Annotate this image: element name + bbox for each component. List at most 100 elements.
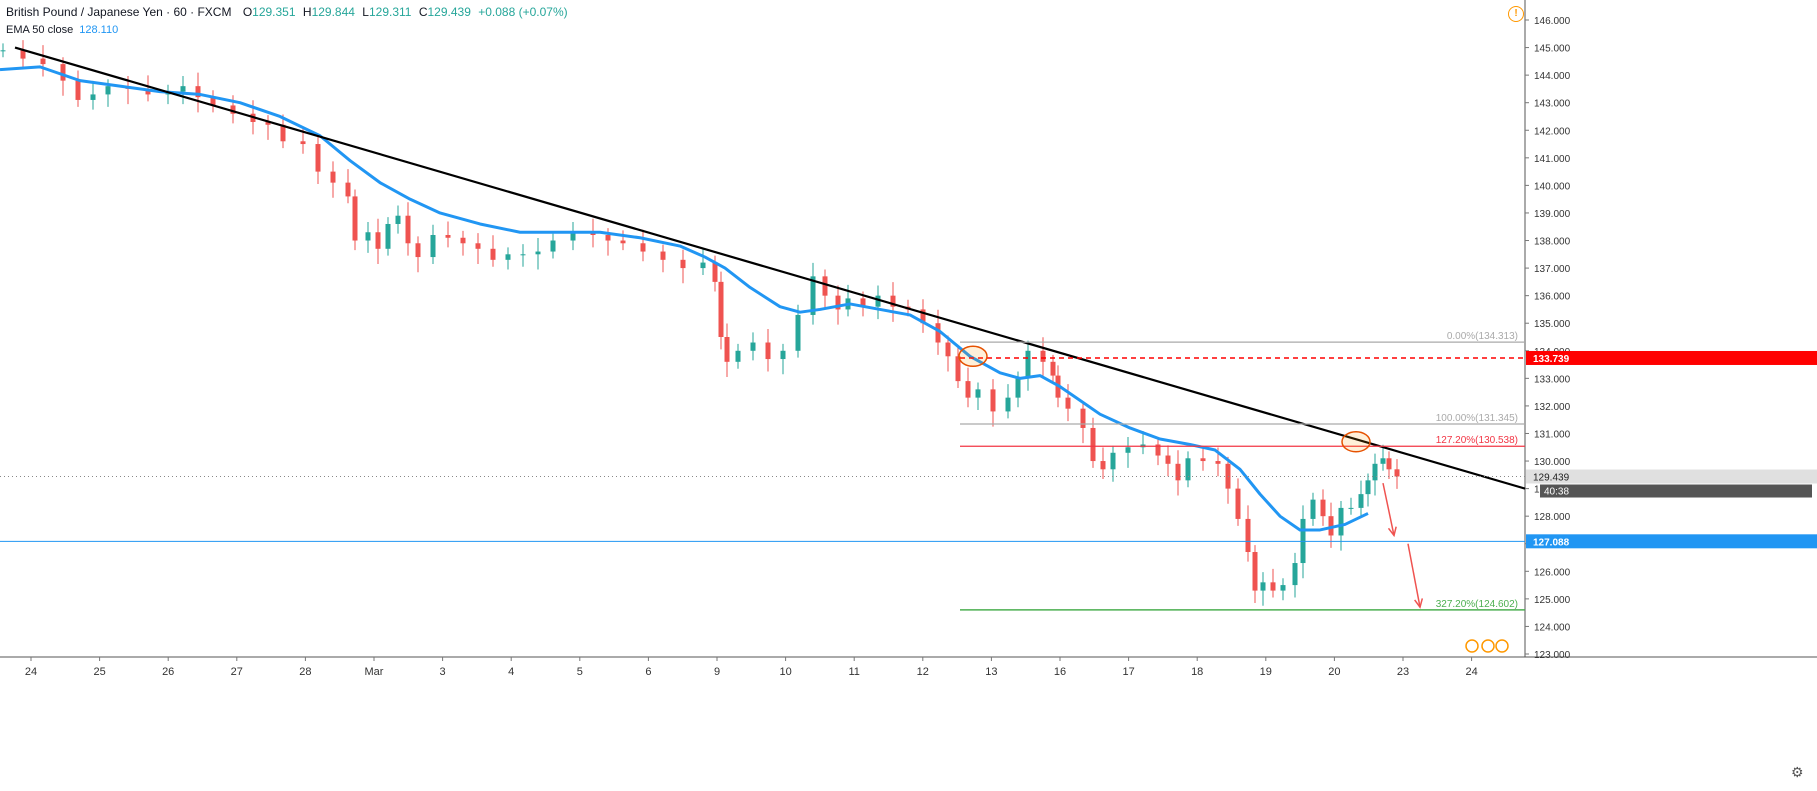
candle-body — [1050, 361, 1056, 376]
candle-body — [1100, 461, 1106, 470]
y-tick-label: 143.000 — [1534, 99, 1571, 110]
candle-body — [875, 295, 881, 307]
candle-body — [965, 381, 971, 398]
candle-body — [605, 235, 611, 241]
indicator-legend[interactable]: EMA 50 close 128.110 — [6, 24, 118, 36]
candle-body — [280, 124, 286, 142]
downtrend-line — [14, 46, 1526, 490]
y-tick-label: 137.000 — [1534, 264, 1571, 275]
candle-body — [735, 350, 741, 362]
candle-body — [395, 215, 401, 224]
candle-body — [0, 50, 6, 52]
gear-icon[interactable]: ⚙ — [1791, 764, 1804, 780]
candle-body — [180, 86, 186, 92]
ema-line — [0, 65, 1369, 532]
candle-body — [1025, 350, 1031, 379]
candle-body — [20, 50, 26, 59]
last-price-label: 129.439 — [1533, 473, 1570, 484]
candle-body — [90, 94, 96, 100]
candle-body — [935, 323, 941, 343]
high-value: 129.844 — [311, 5, 355, 19]
x-tick-label: 23 — [1397, 666, 1409, 678]
candle-body — [1328, 516, 1334, 536]
x-tick-label: 18 — [1191, 666, 1203, 678]
y-tick-label: 130.000 — [1534, 457, 1571, 468]
candle-body — [1348, 507, 1354, 509]
candle-body — [415, 243, 421, 258]
candle-body — [1015, 378, 1021, 398]
fib-level-label: 0.00%(134.313) — [1447, 331, 1518, 342]
x-tick-label: 4 — [508, 666, 514, 678]
close-label: C — [418, 5, 428, 19]
candle-body — [1372, 463, 1378, 481]
candle-body — [920, 309, 926, 324]
countdown-tag — [1540, 484, 1812, 498]
candle-body — [570, 232, 576, 241]
y-tick-label: 133.000 — [1534, 374, 1571, 385]
x-tick-label: 13 — [985, 666, 997, 678]
y-tick-label: 145.000 — [1534, 44, 1571, 55]
candle-body — [1235, 488, 1241, 519]
candle-body — [990, 389, 996, 412]
candle-body — [890, 295, 896, 307]
y-tick-label: 144.000 — [1534, 71, 1571, 82]
candle-body — [750, 342, 756, 351]
price-level-tag-label: 133.739 — [1533, 354, 1570, 365]
candle-body — [365, 232, 371, 241]
x-tick-label: 16 — [1054, 666, 1066, 678]
candle-body — [860, 298, 866, 307]
y-tick-label: 126.000 — [1534, 567, 1571, 578]
candle-body — [780, 350, 786, 360]
candle-body — [345, 182, 351, 197]
candle-body — [1080, 408, 1086, 428]
candle-body — [712, 262, 718, 282]
close-value: 129.439 — [427, 5, 471, 19]
candle-body — [210, 97, 216, 106]
y-tick-label: 128.000 — [1534, 512, 1571, 523]
candle-body — [490, 248, 496, 260]
x-tick-label: 20 — [1328, 666, 1340, 678]
candle-body — [1365, 480, 1371, 495]
candle-body — [955, 356, 961, 382]
symbol-title[interactable]: British Pound / Japanese Yen · 60 · FXCM — [6, 5, 232, 19]
y-tick-label: 124.000 — [1534, 622, 1571, 633]
price-level-tag-label: 127.088 — [1533, 537, 1570, 548]
candle-body — [300, 141, 306, 145]
x-tick-label: 6 — [645, 666, 651, 678]
candle-body — [1090, 427, 1096, 462]
candle-body — [835, 295, 841, 310]
x-tick-label: 27 — [231, 666, 243, 678]
candle-body — [718, 281, 724, 337]
candle-body — [1200, 458, 1206, 462]
y-tick-label: 142.000 — [1534, 126, 1571, 137]
candle-body — [1270, 582, 1276, 591]
candle-body — [520, 254, 526, 256]
price-level-tag — [1526, 350, 1817, 365]
candle-body — [460, 237, 466, 244]
highlight-ellipse — [958, 345, 988, 368]
x-tick-label: 28 — [299, 666, 311, 678]
candle-body — [405, 215, 411, 244]
y-tick-label: 135.000 — [1534, 319, 1571, 330]
candle-body — [1380, 458, 1386, 464]
warning-icon[interactable]: ! — [1508, 6, 1524, 22]
x-tick-label: 19 — [1260, 666, 1272, 678]
candle-body — [1065, 397, 1071, 409]
candle-body — [1175, 463, 1181, 481]
change-value: +0.088 (+0.07%) — [478, 5, 568, 19]
projection-arrow — [1407, 543, 1421, 608]
candle-body — [1215, 461, 1221, 464]
highlight-ellipse — [1341, 430, 1371, 453]
candle-body — [105, 86, 111, 95]
low-label: L — [362, 5, 369, 19]
x-tick-label: 10 — [779, 666, 791, 678]
x-tick-label: 11 — [848, 666, 859, 678]
candle-body — [822, 276, 828, 296]
candle-body — [1310, 499, 1316, 519]
candle-body — [195, 86, 201, 98]
price-level-tag — [1526, 534, 1817, 549]
candle-body — [230, 105, 236, 114]
candle-body — [975, 389, 981, 398]
candle-body — [550, 240, 556, 252]
